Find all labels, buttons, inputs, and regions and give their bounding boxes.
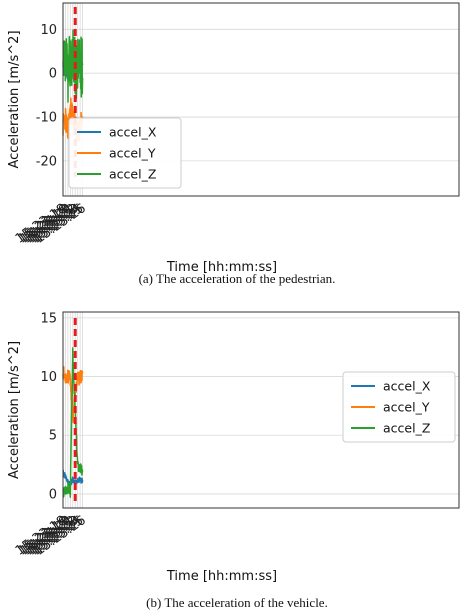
legend: accel_X accel_Y accel_Z (68, 117, 182, 189)
y-tick-label: 0 (49, 487, 57, 502)
y-tick-label: -20 (36, 154, 57, 169)
legend-label: accel_X (383, 379, 431, 394)
series-line-accel-x (62, 469, 84, 487)
y-tick-label: 10 (40, 370, 57, 385)
series-line-accel-y (62, 366, 84, 424)
legend-label: accel_Z (109, 167, 156, 182)
plot-frame (62, 2, 460, 197)
x-axis-label: Time [hh:mm:ss] (166, 569, 277, 584)
legend: accel_X accel_Y accel_Z (342, 371, 456, 443)
figure-caption: (a) The acceleration of the pedestrian. (139, 271, 336, 286)
y-tick-label: -10 (36, 111, 57, 126)
legend-box (68, 117, 182, 189)
legend-label: accel_Y (109, 146, 156, 161)
y-tick-label: 15 (40, 311, 57, 326)
plot-frame (62, 311, 460, 509)
x-axis-label: Time [hh:mm:ss] (166, 260, 277, 275)
chart-panel-2: 05101515:23:1815:23:1915:23:2015:23:2115… (7, 311, 460, 610)
legend-label: accel_Z (383, 421, 430, 436)
chart-panel-1: -20-1001015:23:1815:23:1915:23:2015:23:2… (7, 2, 460, 286)
legend-box (342, 371, 456, 443)
series-line-accel-z (62, 29, 84, 103)
figure-caption: (b) The acceleration of the vehicle. (146, 595, 328, 610)
y-tick-label: 10 (40, 23, 57, 38)
y-tick-label: 5 (49, 429, 57, 444)
legend-label: accel_X (109, 125, 157, 140)
series-line-accel-z (62, 347, 84, 498)
y-tick-label: 0 (49, 67, 57, 82)
y-axis-label: Acceleration [m/s^2] (7, 30, 22, 168)
legend-label: accel_Y (383, 400, 430, 415)
y-axis-label: Acceleration [m/s^2] (7, 341, 22, 479)
